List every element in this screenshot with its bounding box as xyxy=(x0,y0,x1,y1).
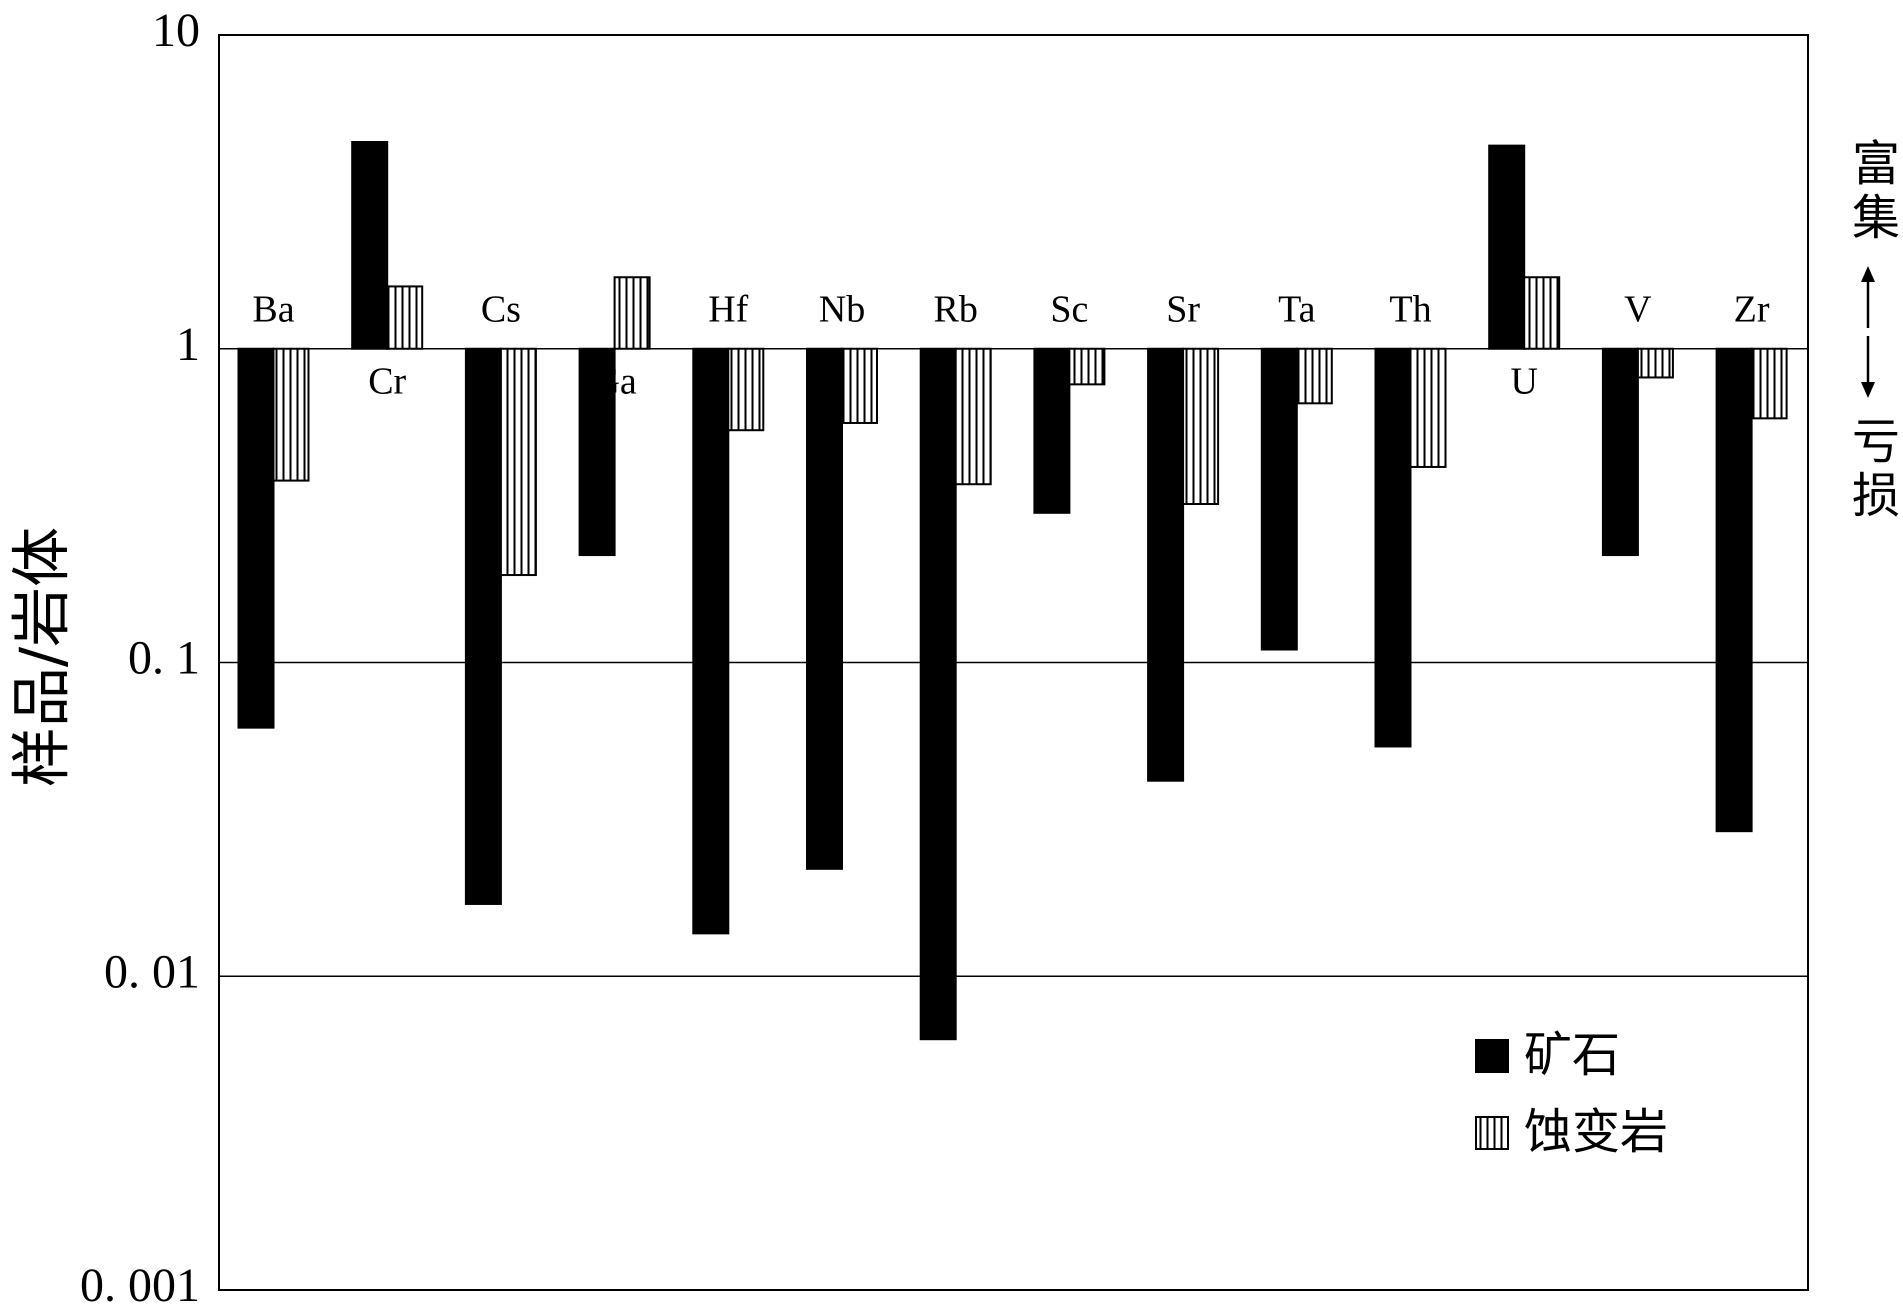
y-tick-label: 0. 1 xyxy=(128,632,200,685)
x-tick-label: Th xyxy=(1389,288,1431,330)
x-tick-label: Nb xyxy=(819,288,865,330)
bar xyxy=(1750,347,1788,420)
bar xyxy=(806,347,843,870)
bar xyxy=(1636,347,1674,379)
annotation: 富集 xyxy=(1843,138,1899,246)
legend-label: 蚀变岩 xyxy=(1524,1104,1668,1160)
bar xyxy=(1715,347,1753,833)
legend-swatch xyxy=(1475,1116,1509,1150)
bar xyxy=(386,285,424,350)
x-tick-label: Cr xyxy=(368,360,406,402)
x-tick-label: U xyxy=(1510,360,1537,402)
bar xyxy=(1295,347,1333,405)
bar xyxy=(272,347,310,482)
bar xyxy=(954,347,992,486)
bar xyxy=(692,347,730,935)
bar xyxy=(1488,144,1526,350)
bar xyxy=(841,347,878,424)
x-tick-label: Zr xyxy=(1734,288,1770,330)
x-tick-label: V xyxy=(1624,288,1652,330)
bar xyxy=(1260,347,1298,651)
x-tick-label: Ga xyxy=(592,360,636,402)
bar xyxy=(237,347,275,729)
y-tick-label: 1 xyxy=(176,318,200,371)
x-tick-label: Ba xyxy=(252,288,294,330)
bar xyxy=(351,140,389,350)
bar xyxy=(1374,347,1412,748)
bar xyxy=(1601,347,1639,557)
x-tick-label: Sc xyxy=(1050,288,1088,330)
x-tick-label: Rb xyxy=(934,288,978,330)
bar xyxy=(578,347,616,557)
annotation: 亏损 xyxy=(1843,416,1899,524)
legend-label: 矿石 xyxy=(1524,1027,1620,1083)
plot-frame xyxy=(218,34,1809,1291)
bar xyxy=(1033,347,1071,514)
x-tick-label: Sr xyxy=(1166,288,1200,330)
arrows xyxy=(1861,266,1875,398)
bar xyxy=(499,347,537,577)
y-tick-label: 0. 001 xyxy=(80,1259,200,1312)
x-tick-label: Cs xyxy=(481,288,521,330)
x-tick-label: Hf xyxy=(708,288,748,330)
bar xyxy=(1068,347,1106,386)
bar xyxy=(464,347,502,905)
legend-swatch xyxy=(1475,1039,1509,1073)
bar xyxy=(1182,347,1220,506)
y-tick-label: 0. 01 xyxy=(104,945,200,998)
bar xyxy=(919,347,957,1041)
y-axis-title: 样品/岩体 xyxy=(8,527,78,787)
bar xyxy=(1409,347,1447,468)
bar xyxy=(1147,347,1185,782)
bar xyxy=(727,347,765,432)
y-tick-label: 10 xyxy=(152,4,200,57)
bar xyxy=(1523,276,1561,350)
bar xyxy=(613,276,651,350)
x-tick-label: Ta xyxy=(1278,288,1316,330)
